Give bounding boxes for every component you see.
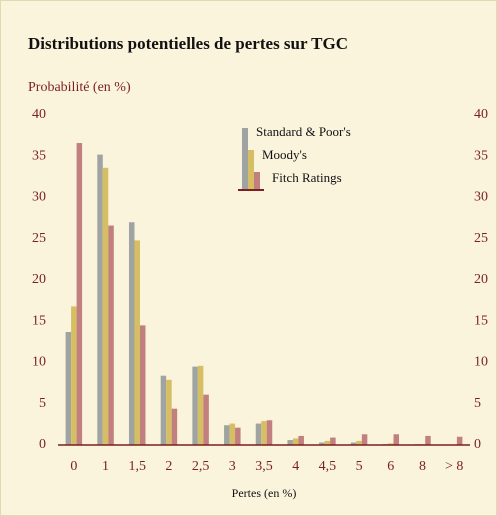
y-tick-label: 40: [32, 107, 46, 122]
bar: [128, 222, 135, 445]
y2-tick-label: 30: [474, 190, 488, 205]
x-tick-label: 1,5: [128, 459, 146, 474]
bar: [171, 408, 178, 445]
x-tick-label: 0: [70, 459, 77, 474]
legend-label: Moody's: [262, 147, 307, 162]
bar: [319, 442, 325, 445]
bar: [393, 434, 400, 445]
bar: [261, 421, 267, 445]
x-tick-label: 1: [102, 459, 109, 474]
y-tick-label: 30: [32, 190, 46, 205]
bar: [166, 379, 172, 445]
x-tick-label: 2,5: [192, 459, 210, 474]
bar: [108, 225, 114, 445]
bar: [298, 435, 304, 445]
x-tick-label: 8: [419, 459, 426, 474]
bar: [102, 167, 109, 446]
y2-tick-label: 25: [474, 231, 488, 246]
legend-swatch: [254, 172, 260, 190]
bar: [224, 425, 230, 445]
x-tick-label: 2: [165, 459, 172, 474]
bar: [65, 331, 72, 445]
legend-label: Fitch Ratings: [272, 170, 342, 185]
y-tick-label: 20: [32, 272, 46, 287]
x-tick-label: 4,5: [319, 459, 337, 474]
y2-tick-label: 35: [474, 148, 488, 163]
y2-tick-label: 20: [474, 272, 488, 287]
bar: [425, 435, 431, 445]
x-tick-label: 4: [292, 459, 299, 474]
bar: [97, 154, 103, 445]
legend-label: Standard & Poor's: [256, 124, 351, 139]
y2-tick-label: 40: [474, 107, 488, 122]
x-tick-label: 5: [356, 459, 363, 474]
bar: [292, 438, 299, 445]
legend-swatch: [242, 128, 248, 190]
bar: [255, 423, 262, 445]
x-tick-label: > 8: [445, 459, 463, 474]
y-tick-label: 10: [32, 355, 46, 370]
legend-swatch: [248, 150, 254, 190]
bar: [388, 443, 394, 445]
bar: [356, 440, 362, 445]
x-tick-label: 6: [387, 459, 394, 474]
bar: [287, 440, 293, 445]
y-axis-label: Probabilité (en %): [28, 80, 131, 95]
bar: [229, 423, 236, 445]
bar: [235, 427, 241, 445]
x-tick-label: 3,5: [255, 459, 273, 474]
bar: [197, 365, 204, 445]
bar: [160, 375, 167, 445]
bar: [324, 440, 331, 445]
bar: [361, 434, 368, 445]
bar: [350, 442, 357, 445]
y-tick-label: 35: [32, 148, 46, 163]
y2-tick-label: 15: [474, 313, 488, 328]
chart-title: Distributions potentielles de pertes sur…: [28, 34, 348, 53]
bar: [76, 143, 83, 446]
bar: [71, 306, 77, 445]
legend: Standard & Poor's Moody's Fitch Ratings: [238, 124, 351, 191]
x-axis-label: Pertes (en %): [232, 486, 297, 500]
y2-tick-label: 10: [474, 355, 488, 370]
y2-tick-label: 5: [474, 396, 481, 411]
bar: [203, 394, 209, 445]
bar: [139, 325, 146, 445]
bar: [266, 420, 273, 445]
x-tick-label: 3: [229, 459, 236, 474]
y2-tick-label: 0: [474, 437, 481, 452]
y-tick-label: 0: [39, 437, 46, 452]
y-tick-label: 15: [32, 313, 46, 328]
y-tick-label: 5: [39, 396, 46, 411]
bar: [330, 437, 336, 445]
bar: [134, 240, 140, 445]
bar: [192, 366, 198, 445]
bar: [456, 436, 463, 445]
y-tick-label: 25: [32, 231, 46, 246]
